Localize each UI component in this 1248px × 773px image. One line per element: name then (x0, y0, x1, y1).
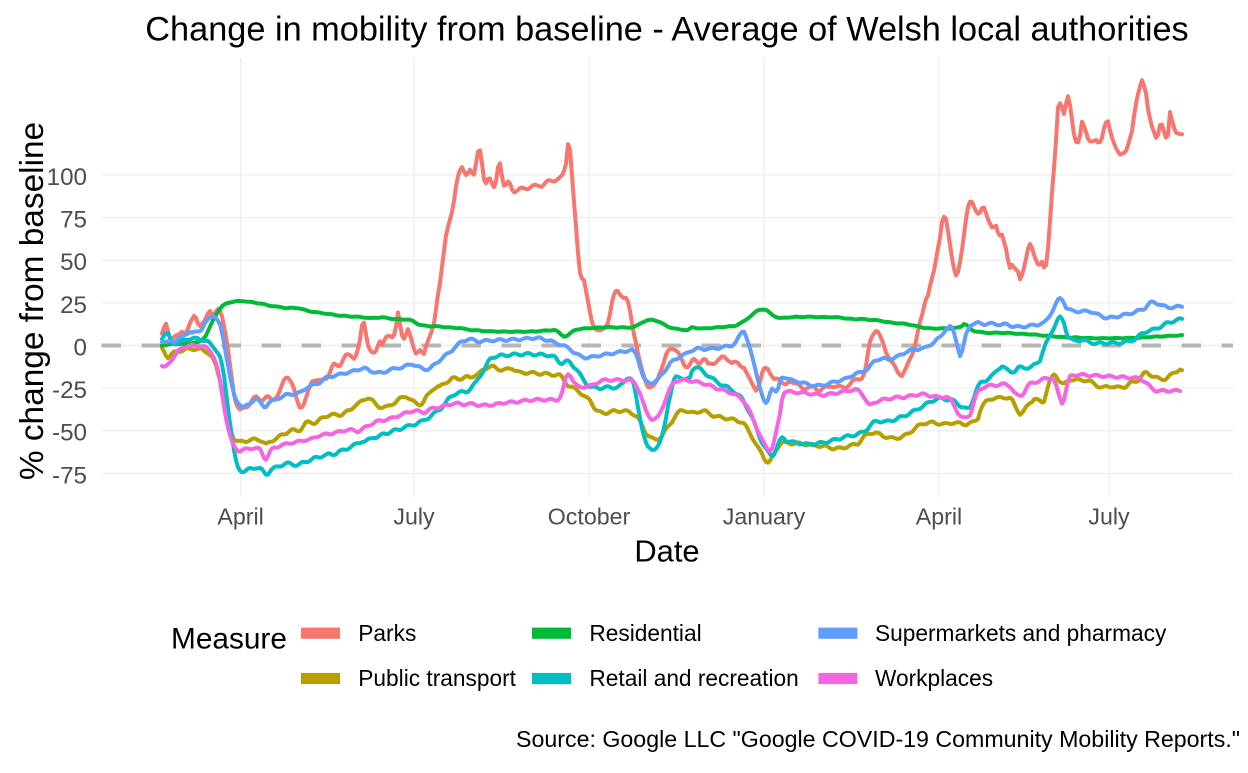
svg-text:Measure: Measure (171, 622, 287, 655)
svg-text:Public transport: Public transport (358, 665, 516, 691)
svg-text:July: July (393, 504, 435, 530)
svg-text:100: 100 (47, 164, 87, 191)
svg-text:-25: -25 (52, 377, 87, 404)
svg-text:Retail and recreation: Retail and recreation (589, 665, 798, 691)
svg-text:Parks: Parks (358, 620, 416, 646)
svg-text:Change in mobility from baseli: Change in mobility from baseline - Avera… (145, 11, 1188, 49)
svg-text:Source: Google LLC "Google COV: Source: Google LLC "Google COVID-19 Comm… (516, 726, 1240, 752)
svg-text:Workplaces: Workplaces (875, 665, 993, 691)
svg-text:75: 75 (60, 207, 87, 234)
svg-text:% change from baseline: % change from baseline (14, 122, 51, 480)
svg-text:July: July (1088, 504, 1130, 530)
svg-text:October: October (548, 504, 631, 530)
svg-text:25: 25 (60, 292, 87, 319)
svg-text:January: January (723, 504, 806, 530)
svg-text:April: April (217, 504, 263, 530)
svg-text:Date: Date (634, 533, 699, 568)
svg-text:-50: -50 (52, 420, 87, 447)
svg-text:Supermarkets and pharmacy: Supermarkets and pharmacy (875, 620, 1167, 646)
svg-text:-75: -75 (52, 462, 87, 489)
svg-text:0: 0 (74, 334, 87, 361)
svg-text:Residential: Residential (589, 620, 701, 646)
svg-text:50: 50 (60, 249, 87, 276)
svg-text:April: April (916, 504, 962, 530)
